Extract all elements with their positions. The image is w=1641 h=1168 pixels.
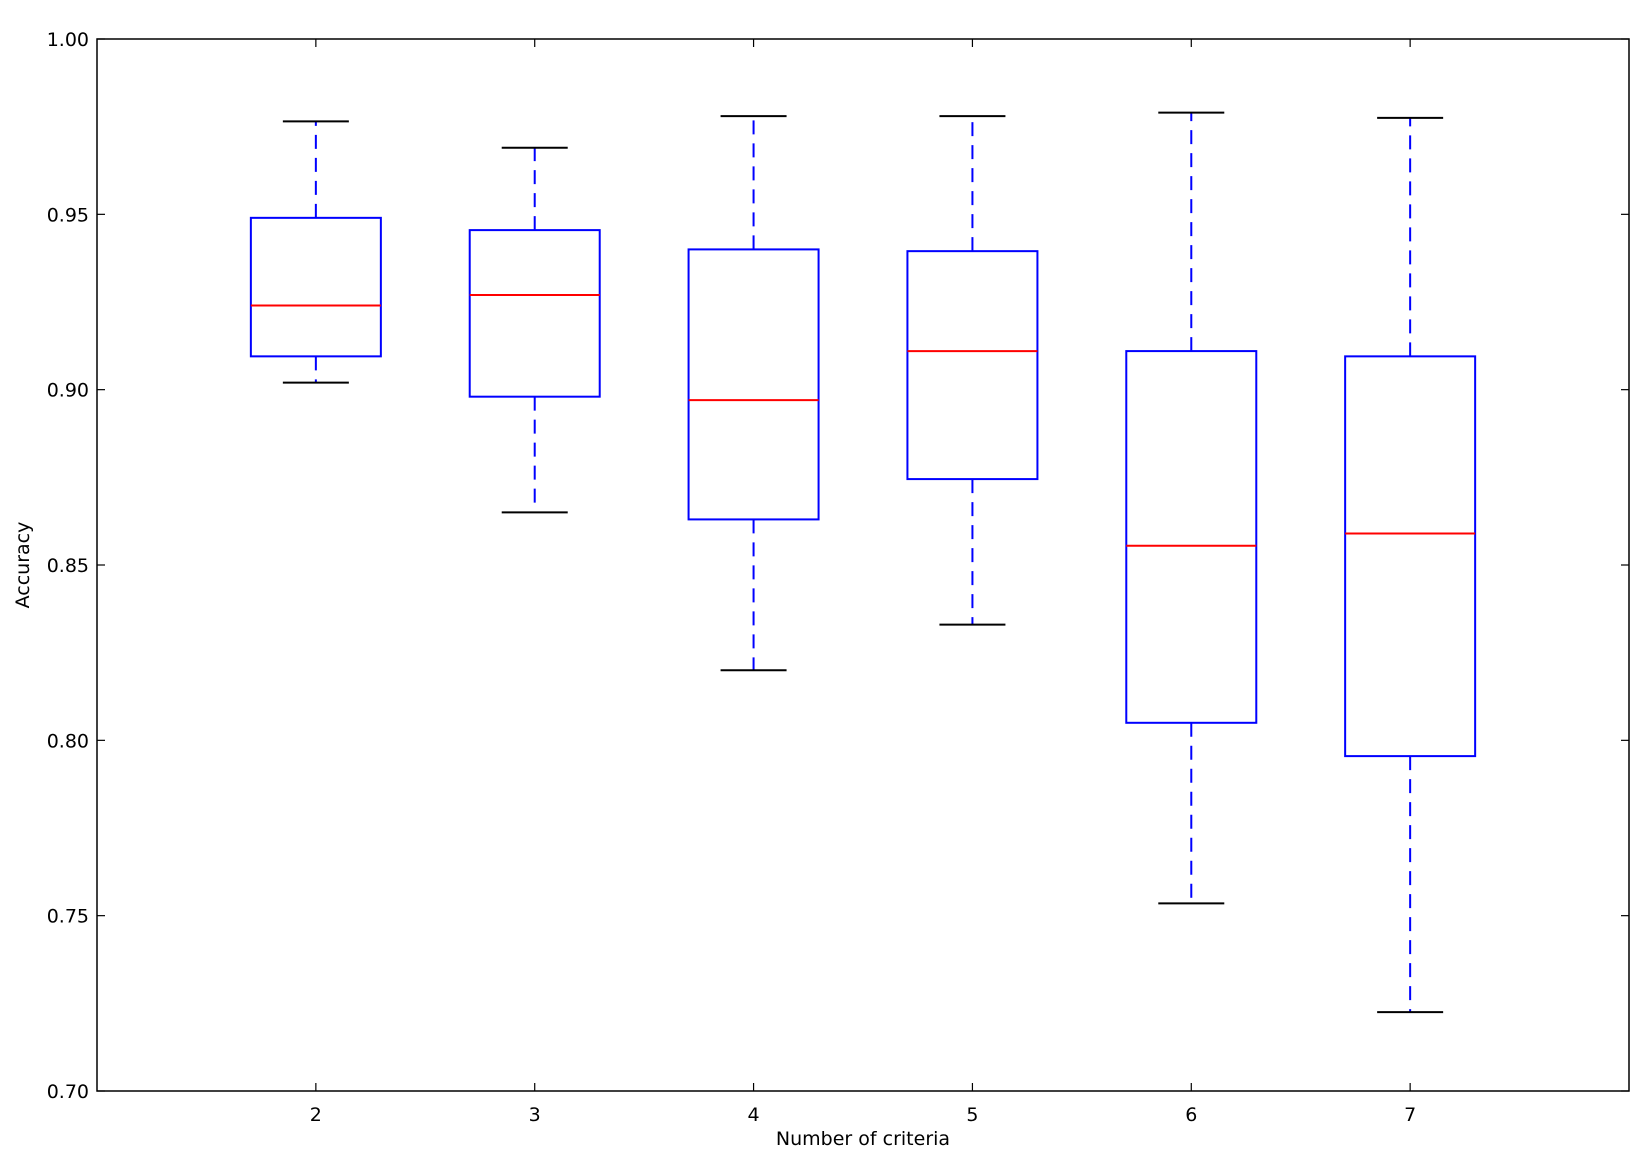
y-tick-label: 0.85	[47, 555, 89, 577]
box-group-3	[468, 146, 601, 514]
y-axis-label: Accuracy	[12, 522, 34, 609]
y-tick-label: 0.70	[47, 1081, 89, 1103]
box-group-6	[1125, 111, 1258, 905]
x-tick-label: 6	[1185, 1104, 1197, 1126]
y-tick-label: 0.90	[47, 380, 89, 402]
box-group-2	[249, 120, 382, 384]
x-tick-label: 7	[1404, 1104, 1416, 1126]
x-tick-label: 2	[310, 1104, 322, 1126]
box-group-5	[906, 115, 1039, 626]
box-iqr	[906, 250, 1039, 481]
y-tick-label: 1.00	[47, 29, 89, 51]
x-tick-label: 4	[748, 1104, 760, 1126]
box-group-4	[687, 115, 820, 672]
y-tick-label: 0.80	[47, 730, 89, 752]
x-tick-label: 3	[529, 1104, 541, 1126]
x-axis: 2 3 4 5 6 7	[310, 39, 1416, 1126]
x-axis-label: Number of criteria	[776, 1128, 950, 1150]
box-iqr	[249, 216, 382, 358]
x-tick-label: 5	[966, 1104, 978, 1126]
y-tick-label: 0.95	[47, 204, 89, 226]
box-iqr	[468, 229, 601, 398]
y-tick-label: 0.75	[47, 906, 89, 928]
box-iqr	[687, 248, 820, 521]
box-iqr	[1125, 350, 1258, 724]
box-group-7	[1344, 116, 1477, 1014]
plot-area	[249, 111, 1477, 1014]
box-iqr	[1344, 355, 1477, 758]
y-axis: 0.70 0.75 0.80 0.85 0.90 0.95 1.00	[47, 29, 1629, 1103]
